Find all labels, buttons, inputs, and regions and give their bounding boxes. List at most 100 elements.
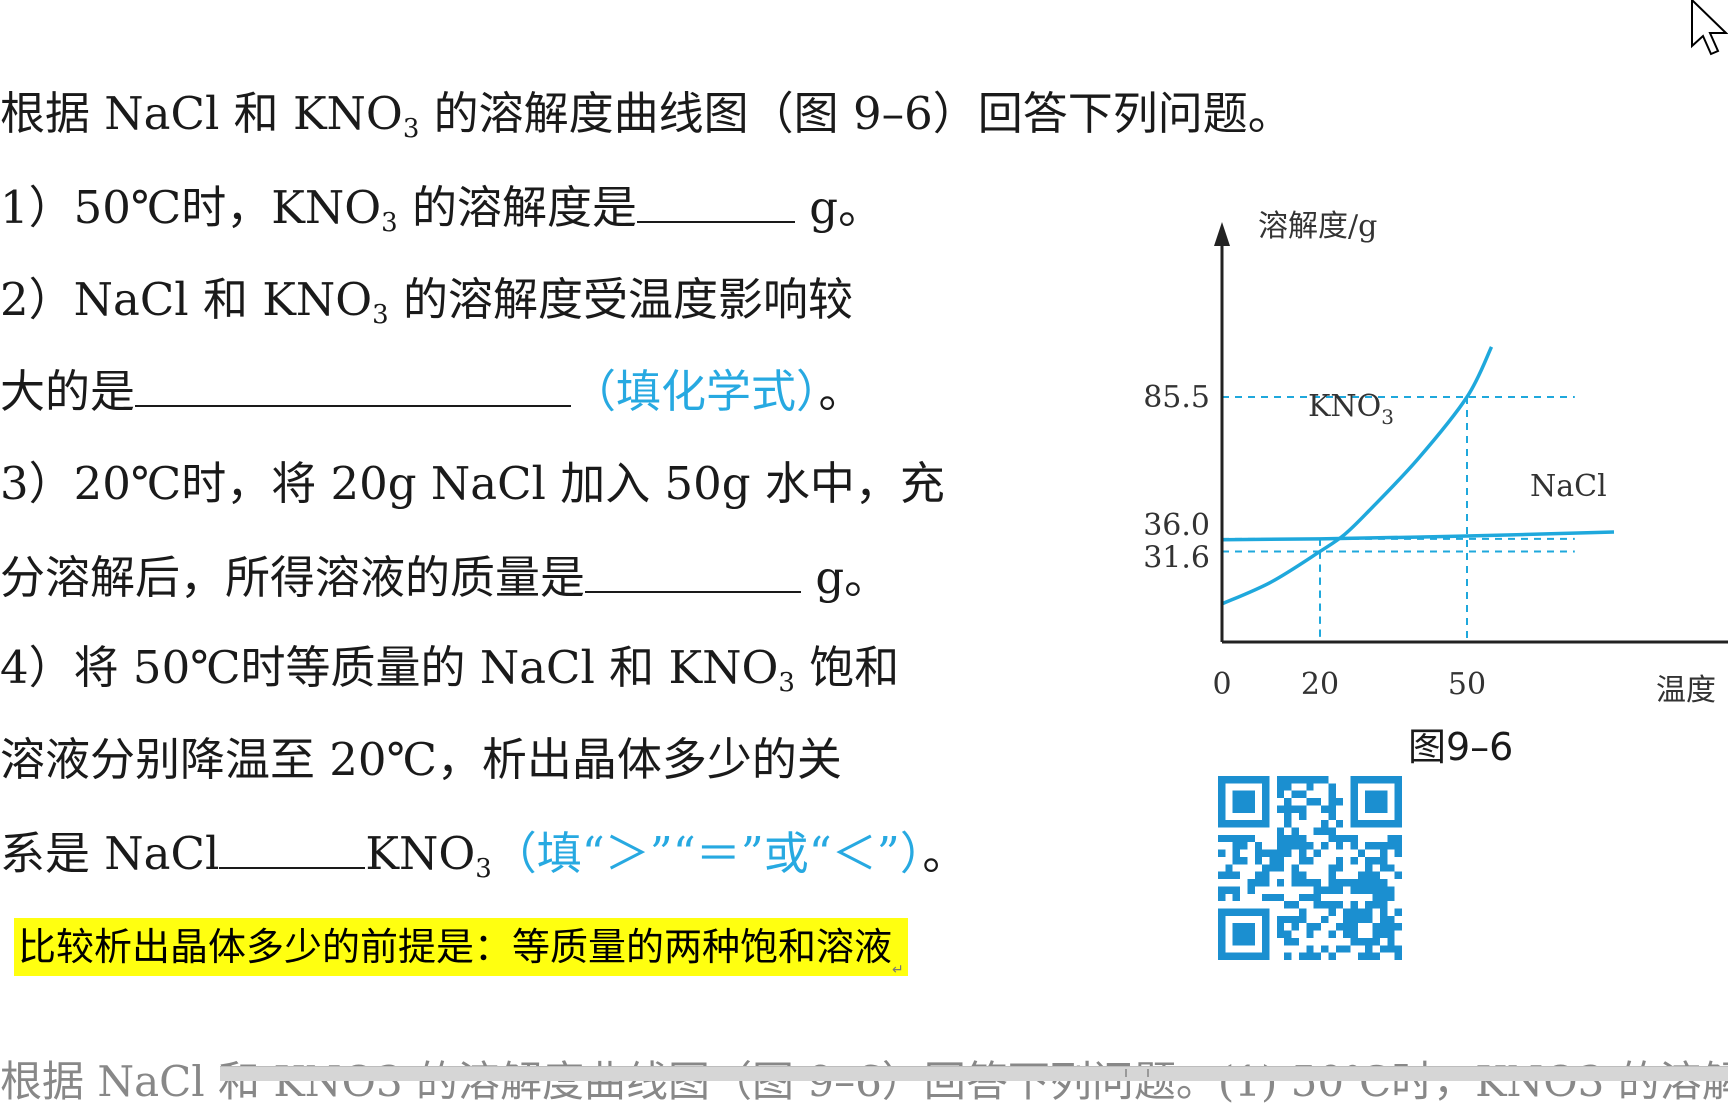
qr-module — [1321, 945, 1329, 953]
horizontal-scrollbar[interactable] — [220, 1066, 1728, 1081]
qr-module — [1291, 937, 1299, 946]
qr-code[interactable] — [1218, 776, 1402, 960]
q1-sub: 3 — [381, 208, 398, 238]
qr-module — [1254, 849, 1263, 857]
qr-module — [1232, 930, 1241, 938]
qr-module — [1321, 805, 1329, 813]
q2-text: 2）NaCl 和 KNO — [0, 273, 373, 326]
intro-text: 根据 NaCl 和 KNO — [0, 87, 403, 140]
qr-module — [1284, 834, 1292, 843]
qr-module — [1365, 856, 1373, 865]
qr-module — [1298, 952, 1307, 960]
qr-module — [1350, 901, 1358, 909]
qr-module — [1284, 930, 1292, 938]
qr-module — [1291, 879, 1299, 887]
qr-module — [1254, 879, 1263, 887]
qr-module — [1225, 871, 1233, 880]
series-label-nacl: NaCl — [1530, 469, 1607, 504]
qr-module — [1232, 849, 1241, 857]
qr-module — [1247, 923, 1255, 931]
qr-module — [1350, 937, 1358, 946]
qr-module — [1328, 871, 1336, 880]
qr-module — [1365, 937, 1373, 946]
qr-module — [1372, 930, 1380, 938]
q1-text: 1）50℃时，KNO — [0, 181, 382, 234]
qr-module — [1232, 923, 1241, 931]
qr-module — [1232, 798, 1241, 806]
qr-module — [1321, 820, 1329, 828]
qr-module — [1379, 864, 1388, 872]
qr-module — [1328, 864, 1336, 872]
q4-answer-blank[interactable] — [219, 829, 366, 869]
qr-module — [1218, 923, 1226, 931]
qr-module — [1328, 783, 1336, 791]
qr-module — [1284, 901, 1292, 909]
solubility-chart: 0 20 50 31.636.0 85.5 溶解度/g 温度 KNO3 NaCl 图9–… — [1143, 209, 1728, 769]
qr-module — [1276, 893, 1285, 902]
qr-module — [1262, 952, 1270, 960]
qr-module — [1262, 945, 1270, 953]
qr-module — [1365, 886, 1373, 894]
qr-module — [1276, 915, 1285, 924]
qr-module — [1313, 886, 1322, 894]
qr-module — [1254, 952, 1263, 960]
q4-line3-kno: KNO — [365, 827, 476, 880]
q2-line2-text: 大的是 — [0, 365, 136, 418]
qr-module — [1247, 930, 1255, 938]
qr-module — [1232, 842, 1241, 850]
qr-module — [1394, 908, 1402, 916]
qr-module — [1306, 842, 1314, 850]
qr-module — [1269, 893, 1277, 902]
q4-end: 。 — [922, 827, 968, 880]
x-tick-label-0: 0 — [1212, 667, 1231, 702]
scrollbar-grip-icon[interactable] — [1125, 1069, 1149, 1077]
y-axis-arrow — [1214, 222, 1230, 246]
qr-module — [1298, 849, 1307, 857]
intro-sub: 3 — [402, 114, 420, 144]
qr-module — [1350, 776, 1358, 784]
qr-module — [1372, 871, 1380, 880]
qr-module — [1387, 776, 1395, 784]
q2-hint: （填化学式） — [571, 365, 819, 418]
qr-module — [1247, 952, 1255, 960]
qr-module — [1387, 937, 1395, 946]
qr-module — [1313, 923, 1322, 931]
qr-module — [1291, 842, 1299, 850]
qr-module — [1240, 937, 1248, 946]
qr-module — [1262, 908, 1270, 916]
qr-module — [1291, 923, 1299, 931]
qr-module — [1350, 834, 1358, 843]
qr-module — [1218, 945, 1226, 953]
qr-module — [1240, 834, 1248, 843]
qr-module — [1343, 945, 1351, 953]
qr-module — [1284, 937, 1292, 946]
qr-module — [1306, 893, 1314, 902]
qr-module — [1328, 930, 1336, 938]
qr-module — [1379, 776, 1388, 784]
q2-answer-blank[interactable] — [135, 367, 572, 407]
q1-text-b: 的溶解度是 — [397, 181, 637, 234]
qr-module — [1225, 820, 1233, 828]
qr-module — [1262, 930, 1270, 938]
qr-module — [1343, 915, 1351, 924]
qr-module — [1247, 820, 1255, 828]
qr-module — [1379, 798, 1388, 806]
qr-module — [1357, 776, 1366, 784]
qr-module — [1343, 834, 1351, 843]
qr-module — [1313, 849, 1322, 857]
qr-module — [1225, 952, 1233, 960]
qr-module — [1394, 923, 1402, 931]
qr-module — [1306, 945, 1314, 953]
q3-answer-blank[interactable] — [585, 553, 802, 593]
qr-module — [1218, 849, 1226, 857]
qr-module — [1394, 834, 1402, 843]
q1-answer-blank[interactable] — [636, 183, 795, 223]
y-tick-label-0: 31.6 — [1143, 540, 1210, 575]
qr-module — [1284, 776, 1292, 784]
qr-module — [1240, 805, 1248, 813]
qr-module — [1372, 937, 1380, 946]
qr-module — [1284, 952, 1292, 960]
qr-module — [1247, 776, 1255, 784]
qr-module — [1394, 798, 1402, 806]
qr-module — [1365, 952, 1373, 960]
